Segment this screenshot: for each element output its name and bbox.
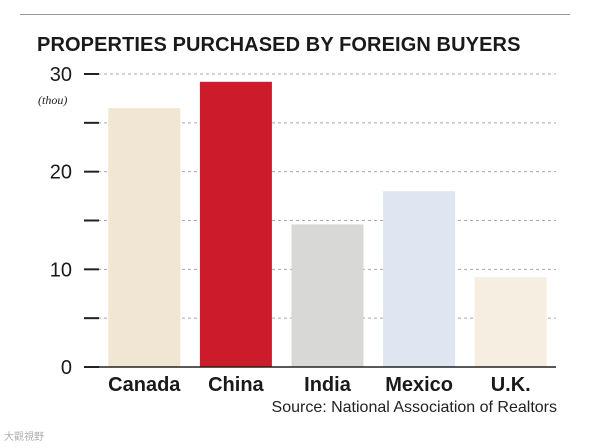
- top-rule: [20, 14, 570, 15]
- y-unit-label: (thou): [38, 93, 68, 107]
- bar-india: [291, 224, 364, 367]
- bar-china: [199, 81, 272, 368]
- x-tick-label: India: [304, 374, 352, 396]
- bar-uk: [474, 277, 547, 367]
- x-tick-label: Mexico: [385, 374, 453, 396]
- chart-title: PROPERTIES PURCHASED BY FOREIGN BUYERS: [37, 34, 521, 56]
- y-tick-label: 0: [61, 357, 72, 379]
- source-note: Source: National Association of Realtors: [271, 399, 557, 416]
- y-tick-label: 30: [50, 64, 72, 86]
- x-tick-label: Canada: [108, 374, 181, 396]
- y-tick-label: 10: [50, 259, 72, 281]
- watermark: 大觀視野: [4, 432, 44, 443]
- bar-canada: [108, 108, 181, 367]
- y-tick-label: 20: [50, 162, 72, 184]
- x-tick-label: China: [208, 374, 264, 396]
- x-tick-label: U.K.: [491, 374, 531, 396]
- bar-mexico: [383, 191, 456, 367]
